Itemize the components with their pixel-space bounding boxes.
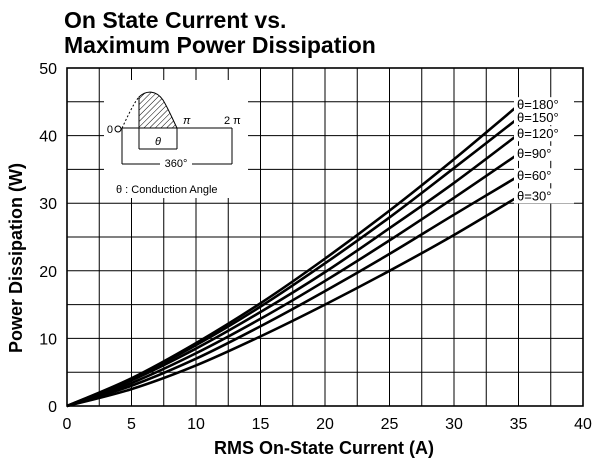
x-tick-label: 20 — [316, 416, 334, 433]
y-tick-label: 30 — [39, 196, 57, 213]
inset-theta-label: θ — [155, 136, 161, 148]
series-label-background — [514, 110, 574, 126]
y-tick-label: 50 — [39, 61, 57, 78]
x-tick-label: 10 — [187, 416, 205, 433]
series-line — [66, 116, 520, 408]
plot-border — [66, 67, 584, 407]
x-tick-label: 40 — [574, 416, 592, 433]
series-label-background — [514, 145, 574, 161]
series-label: θ=30° — [517, 188, 551, 203]
x-tick-label: 5 — [127, 416, 136, 433]
series-line — [66, 195, 520, 408]
plot-frame — [66, 67, 584, 407]
inset-360-backing — [160, 155, 192, 169]
series-label-background — [514, 168, 574, 184]
inset-360-label: 360° — [165, 158, 188, 170]
x-tick-label: 0 — [63, 416, 72, 433]
series-label: θ=180° — [517, 97, 559, 112]
series-label-background — [514, 126, 574, 142]
series-label-background — [514, 97, 574, 113]
curves — [66, 104, 520, 408]
series-label: θ=120° — [517, 126, 559, 141]
x-axis-label: RMS On-State Current (A) — [214, 438, 434, 458]
series-label: θ=150° — [517, 110, 559, 125]
tick-labels: 0 5 10 15 20 25 30 35 40 0 10 20 30 40 50 — [39, 61, 592, 433]
inset-dashed-wave — [121, 96, 140, 129]
x-tick-label: 35 — [510, 416, 528, 433]
x-tick-label: 30 — [445, 416, 463, 433]
chart-title-line-1: On State Current vs. — [64, 7, 287, 33]
series-label: θ=60° — [517, 168, 551, 183]
inset-background — [104, 80, 248, 198]
inset-2pi-label: 2 π — [224, 115, 241, 127]
y-axis-label: Power Dissipation (W) — [6, 163, 26, 353]
series-line — [66, 175, 520, 408]
series-labels: θ=180°θ=150°θ=120° θ=90° θ=60° θ=30° — [514, 97, 574, 204]
inset-origin-circle — [114, 125, 122, 133]
series-label: θ=90° — [517, 146, 551, 161]
y-tick-label: 20 — [39, 264, 57, 281]
series-line — [66, 133, 520, 408]
x-tick-label: 25 — [381, 416, 399, 433]
y-tick-label: 0 — [48, 399, 57, 416]
series-line — [66, 152, 520, 408]
inset-zero-label: 0 — [107, 124, 113, 136]
conduction-angle-inset: 0 θ π 2 π 360° θ : Conduction Angle — [107, 91, 241, 196]
series-label-background — [514, 188, 574, 204]
y-tick-label: 40 — [39, 129, 57, 146]
x-tick-label: 15 — [252, 416, 270, 433]
inset-box — [104, 80, 248, 198]
inset-hatched-area — [138, 91, 178, 129]
inset-pi-label: π — [183, 115, 191, 127]
y-tick-label: 10 — [39, 331, 57, 348]
chart-title-line-2: Maximum Power Dissipation — [64, 32, 376, 58]
inset-caption: θ : Conduction Angle — [116, 184, 218, 196]
